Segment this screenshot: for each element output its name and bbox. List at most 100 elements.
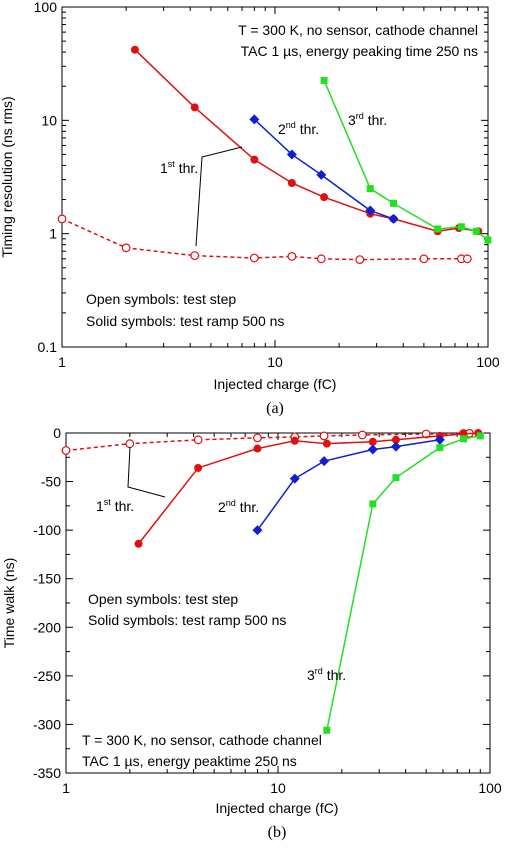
data-point [389,199,397,207]
series-label-3rd-thr: 3rd thr. [348,111,387,128]
y-tick-label: -150 [33,571,61,587]
y-tick-label: -300 [33,716,61,732]
data-point [287,252,297,261]
data-point [392,474,400,482]
annotation-tac: TAC 1 µs, energy peaking time 250 ns [241,43,478,59]
series-line [134,49,479,233]
annotation-conditions: T = 300 K, no sensor, cathode channel [238,22,478,38]
data-point [316,254,326,264]
y-tick-label: 0.1 [38,339,58,355]
y-axis-label: Timing resolution (ns rms) [0,96,15,257]
data-point [286,149,297,160]
data-point [253,433,262,443]
label-leader-1st-thr [195,146,243,247]
data-point [289,473,300,484]
data-point [388,213,399,224]
series-line [323,80,489,241]
data-point [368,437,377,446]
note-solid-symbols: Solid symbols: test ramp 500 ns [88,612,286,628]
series-line [65,432,470,452]
annotation-conditions: T = 300 K, no sensor, cathode channel [82,732,322,748]
panel-label: (a) [266,400,284,417]
note-open-symbols: Open symbols: test step [86,291,236,307]
data-point [355,255,365,265]
data-point [250,155,259,164]
note-open-symbols: Open symbols: test step [88,591,238,607]
series-label-1st-thr: 1st thr. [96,497,134,514]
data-point [460,435,468,443]
series-label-2nd-thr: 2nd thr. [278,120,319,137]
series-label-2nd-thr: 2nd thr. [218,498,259,515]
data-point [61,446,71,455]
y-tick-label: -100 [33,522,61,538]
series-label-1st-thr: 1st thr. [160,159,198,176]
data-point [457,223,465,231]
data-point [366,185,374,193]
data-point [357,430,367,440]
data-point [367,444,378,455]
data-point [320,76,328,84]
data-point [253,444,262,453]
data-point [194,463,203,472]
data-point [390,441,401,452]
data-point [436,444,444,452]
axis-ticks: 1 10 100 0 -50 -100 -150 -200 -250 -300 -350 [33,425,502,796]
series-layer [57,45,492,265]
y-tick-label: -200 [33,619,61,635]
data-point [125,439,135,449]
data-point [193,435,203,445]
data-point [319,456,330,467]
panel-label: (b) [268,824,287,841]
y-tick-label: 1 [49,226,57,242]
series-label-3rd-thr: 3rd thr. [307,666,346,683]
series-line [253,118,394,220]
note-solid-symbols: Solid symbols: test ramp 500 ns [86,313,284,329]
data-point [287,178,296,187]
data-point [316,169,327,180]
data-point [476,432,484,440]
data-point [319,431,329,441]
data-point [369,500,377,508]
y-tick-label: -350 [33,765,61,781]
series-layer [61,428,484,734]
data-point [252,525,263,536]
data-point [290,436,299,445]
series-line [256,439,440,531]
x-axis-label: Injected charge (fC) [214,376,337,392]
data-point [322,439,331,448]
data-point [434,434,445,445]
data-point [130,45,139,54]
annotation-tac: TAC 1 µs, energy peaktime 250 ns [82,753,297,769]
data-point [249,253,259,263]
x-axis-label: Injected charge (fC) [216,800,339,816]
data-point [190,103,199,112]
x-tick-label: 10 [270,780,286,796]
y-tick-label: 100 [34,0,58,15]
data-point [320,193,329,202]
data-point [419,254,429,264]
y-tick-label: 0 [53,425,61,441]
data-point [472,227,480,235]
x-tick-label: 10 [267,354,283,370]
x-tick-label: 1 [62,780,70,796]
data-point [462,254,472,264]
data-point [57,214,67,224]
data-point [365,205,376,216]
series-line [326,435,481,731]
data-point [134,539,143,548]
x-tick-label: 100 [476,354,500,370]
data-point [121,243,131,253]
y-axis-label: Time walk (ns) [1,558,17,649]
data-point [391,435,400,444]
y-tick-label: -250 [33,668,61,684]
data-point [323,726,331,734]
series-line [61,218,468,261]
x-tick-label: 1 [58,354,66,370]
y-tick-label: 10 [41,112,57,128]
panel-b-time-walk: 1 10 100 0 -50 -100 -150 -200 -250 -300 -350 Time … [1,425,502,841]
data-point [190,251,200,261]
y-tick-label: -50 [41,474,61,490]
